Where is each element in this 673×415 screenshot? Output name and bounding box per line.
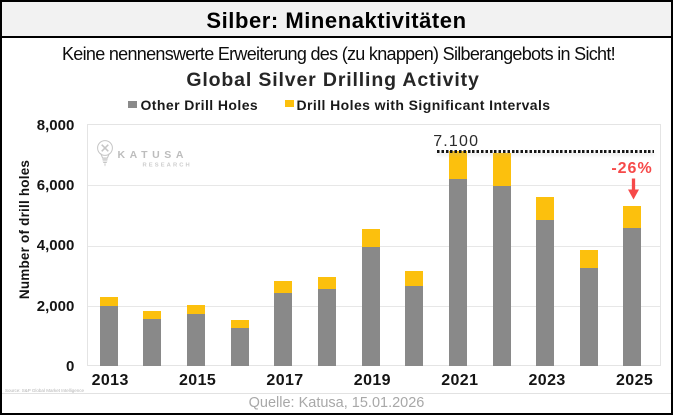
svg-text:RESEARCH: RESEARCH: [143, 163, 192, 169]
svg-text:KATUSA: KATUSA: [118, 149, 189, 161]
